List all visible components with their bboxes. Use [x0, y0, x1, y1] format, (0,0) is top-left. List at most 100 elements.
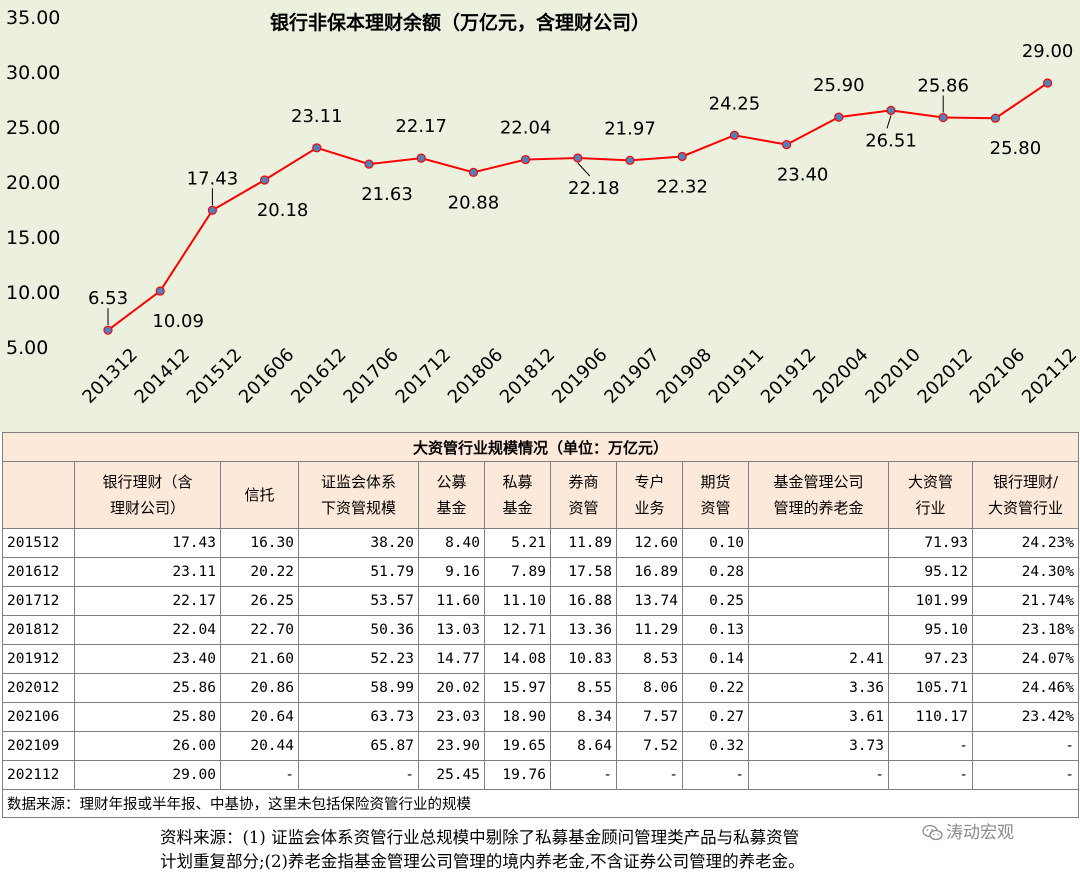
column-header-line: 信托 [244, 486, 275, 504]
table-row: 202106 25.80 20.64 63.73 23.03 18.90 8.34 7.57 0… [2, 702, 1080, 732]
watermark: 涛动宏观 [922, 818, 1014, 843]
table-cell: - [971, 731, 1080, 761]
x-tick-label: 201606 [235, 344, 298, 407]
column-header: 券商 资管 [550, 461, 617, 529]
column-header-line: 基金管理公司 [773, 473, 864, 491]
table-cell: 0.22 [682, 673, 749, 703]
table-cell: 14.08 [484, 644, 551, 674]
source-note: 资料来源：(1) 证监会体系资管行业总规模中剔除了私募基金顾问管理类产品与私募资… [160, 826, 940, 874]
table-cell: 23.42% [971, 702, 1080, 732]
table-cell: 17.58 [550, 557, 617, 587]
table-cell: 23.11 [74, 557, 221, 587]
table-cell: - [616, 760, 683, 790]
column-header-line: 期货 [700, 473, 731, 491]
table-cell: 7.89 [484, 557, 551, 587]
table-cell: 0.25 [682, 586, 749, 616]
table-cell: 52.23 [298, 644, 419, 674]
table-cell: 105.71 [888, 673, 973, 703]
data-point [260, 175, 270, 185]
table-cell: 25.80 [74, 702, 221, 732]
data-point [938, 112, 948, 123]
column-header: 大资管 行业 [888, 461, 973, 529]
table-cell: 25.45 [418, 760, 485, 790]
data-point [729, 130, 740, 140]
data-label: 25.80 [990, 138, 1042, 159]
table-cell: 20.86 [220, 673, 299, 703]
data-label: 23.11 [291, 106, 343, 127]
data-label: 24.25 [709, 93, 761, 114]
column-header: 银行理财（含 理财公司） [74, 461, 221, 529]
column-header: 基金管理公司 管理的养老金 [748, 461, 889, 529]
column-header-line: 公募 [436, 473, 467, 491]
row-period-cell: 201712 [2, 586, 75, 616]
table-cell: 16.88 [550, 586, 617, 616]
table-header-row: 银行理财（含 理财公司） 信托 证监会体系 下资管规模 公募 基金 私募 基金 券商 资管 专户 业务期… [2, 461, 1080, 529]
table-cell: 24.23% [971, 528, 1080, 558]
data-point [573, 153, 583, 163]
table-cell: 0.14 [682, 644, 749, 674]
table-cell: 5.21 [484, 528, 551, 558]
row-period-cell: 202112 [2, 760, 75, 790]
x-tick-label: 201906 [548, 344, 611, 407]
table-cell: 26.25 [220, 586, 299, 616]
table-cell: 20.64 [220, 702, 299, 732]
column-header: 专户 业务 [616, 461, 683, 529]
table-cell: 24.30% [971, 557, 1080, 587]
table-cell: 8.40 [418, 528, 485, 558]
y-tick-label: 15.00 [6, 227, 60, 249]
x-tick-label: 201706 [339, 344, 402, 407]
data-label: 25.86 [917, 76, 969, 97]
row-period-cell: 201512 [2, 528, 75, 558]
column-header-line: 大资管行业 [988, 499, 1064, 517]
column-header: 证监会体系 下资管规模 [298, 461, 419, 529]
column-header-line: 私募 [502, 473, 533, 491]
x-tick-label: 201907 [600, 344, 663, 407]
y-tick-label: 30.00 [6, 62, 60, 84]
x-tick-label: 202010 [861, 344, 924, 407]
column-header-line: 行业 [915, 499, 946, 517]
table-cell: 71.93 [888, 528, 973, 558]
table-row: 202112 29.00- -25.45 19.76- - - - - - [2, 760, 1080, 790]
table-title: 大资管行业规模情况（单位：万亿元） [1, 432, 1080, 462]
table-cell: 16.89 [616, 557, 683, 587]
column-header: 私募 基金 [484, 461, 551, 529]
table-cell: - [888, 731, 973, 761]
y-tick-label: 10.00 [6, 282, 60, 304]
table-cell [748, 586, 889, 616]
y-tick-label: 35.00 [6, 7, 60, 29]
table-cell: 19.76 [484, 760, 551, 790]
source-note-line2: 计划重复部分;(2)养老金指基金管理公司管理的境内养老金,不含证券公司管理的养老… [160, 852, 805, 871]
column-header-line: 银行理财/ [992, 473, 1059, 491]
row-period-cell: 202109 [2, 731, 75, 761]
data-point [520, 154, 531, 165]
table-cell: 0.10 [682, 528, 749, 558]
table-row: 201712 22.17 26.25 53.57 11.60 11.10 16.88 13.7… [2, 586, 1080, 616]
x-tick-label: 202106 [966, 344, 1029, 407]
table-cell: 0.27 [682, 702, 749, 732]
column-header-line: 下资管规模 [320, 499, 396, 517]
data-point [207, 205, 217, 215]
column-header-line: 资管 [568, 499, 599, 517]
source-note-line1: 资料来源：(1) 证监会体系资管行业总规模中剔除了私募基金顾问管理类产品与私募资… [160, 828, 800, 847]
data-labels: 6.53 10.09 17.43 20.18 23.11 21.63 22.17 20.88 2… [88, 41, 1073, 332]
y-axis: 5.00 10.00 15.00 20.00 25.00 30.00 35.00 [6, 7, 60, 359]
table-row: 202012 25.86 20.86 58.99 20.02 15.97 8.55 8.06 0… [2, 673, 1080, 703]
data-point [886, 105, 896, 115]
label-leader-line [577, 162, 591, 177]
table-row: 201612 23.11 20.22 51.79 9.16 7.89 17.58 16.89 0… [2, 557, 1080, 587]
asset-management-table: 大资管行业规模情况（单位：万亿元） 银行理财（含 理财公司） 信托 证监会体系 下资管规… [1, 432, 1080, 818]
row-period-cell: 201612 [2, 557, 75, 587]
data-point [834, 112, 844, 122]
table-cell: 15.97 [484, 673, 551, 703]
row-period-cell: 201912 [2, 644, 75, 674]
table-cell: 16.30 [220, 528, 299, 558]
data-point [625, 155, 635, 165]
x-tick-label: 201312 [78, 344, 141, 407]
table-cell: - [748, 760, 889, 790]
table-cell: 101.99 [888, 586, 973, 616]
data-point [155, 286, 165, 296]
table-cell [748, 557, 889, 587]
y-tick-label: 25.00 [6, 117, 60, 139]
table-cell: 29.00 [74, 760, 221, 790]
column-header-line: 银行理财（含 [102, 473, 193, 491]
